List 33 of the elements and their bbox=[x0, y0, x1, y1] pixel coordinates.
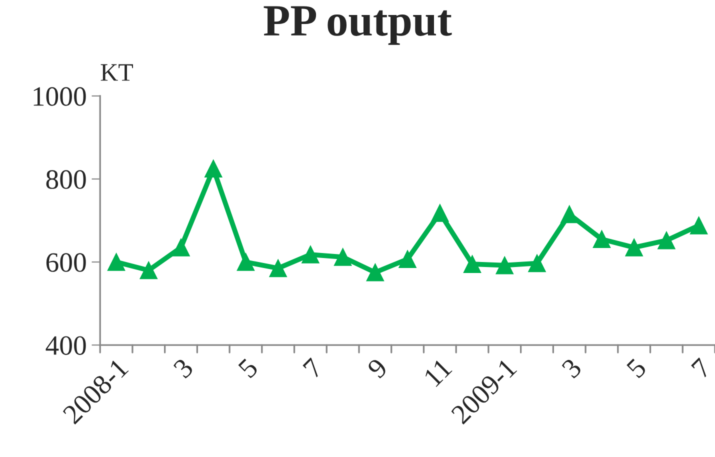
point bbox=[560, 205, 578, 224]
x-tick-label: 5 bbox=[238, 358, 259, 379]
y-axis-title: KT bbox=[100, 64, 134, 81]
x-tick-label: 3 bbox=[561, 358, 582, 379]
point bbox=[204, 160, 222, 178]
y-tick-label: 400 bbox=[46, 336, 86, 355]
point bbox=[107, 253, 126, 271]
y-tick-label: 1000 bbox=[34, 87, 86, 106]
point bbox=[236, 253, 255, 271]
x-tick-label: 9 bbox=[366, 358, 388, 380]
x-tick-label: 5 bbox=[626, 358, 648, 379]
point bbox=[690, 216, 708, 234]
x-tick-label: 11 bbox=[423, 358, 452, 387]
point bbox=[366, 264, 384, 282]
point bbox=[431, 204, 449, 222]
x-tick-label: 7 bbox=[302, 357, 324, 378]
point bbox=[334, 248, 352, 266]
y-tick-label: 600 bbox=[46, 253, 86, 272]
chart-title: PP output bbox=[264, 6, 452, 45]
x-tick-label: 3 bbox=[172, 358, 194, 379]
point bbox=[172, 238, 190, 256]
y-tick-label: 800 bbox=[46, 170, 86, 189]
point bbox=[140, 261, 158, 280]
point bbox=[302, 246, 320, 264]
x-tick-label: 7 bbox=[691, 357, 712, 378]
point bbox=[592, 230, 611, 248]
point bbox=[658, 232, 676, 250]
point bbox=[269, 259, 287, 278]
point bbox=[496, 256, 514, 274]
point bbox=[528, 254, 546, 272]
point bbox=[625, 238, 643, 256]
point bbox=[398, 250, 416, 268]
point bbox=[463, 255, 482, 273]
